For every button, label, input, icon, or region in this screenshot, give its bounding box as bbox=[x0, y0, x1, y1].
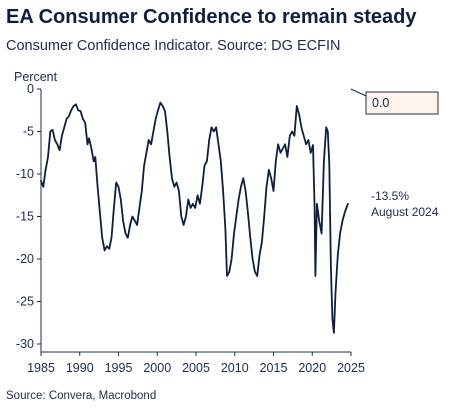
chart-title: EA Consumer Confidence to remain steady bbox=[6, 6, 417, 28]
series-layer bbox=[40, 101, 349, 334]
chart-subtitle: Consumer Confidence Indicator. Source: D… bbox=[6, 38, 341, 54]
y-tick-label: -15 bbox=[16, 210, 34, 224]
x-tick-label: 1985 bbox=[27, 361, 55, 375]
x-tick-label: 2020 bbox=[298, 361, 326, 375]
y-tick-label: -5 bbox=[23, 125, 34, 139]
value-callout: 0.0 bbox=[350, 88, 439, 115]
y-axis-label: Percent bbox=[14, 70, 58, 84]
source-note: Source: Convera, Macrobond bbox=[6, 390, 157, 402]
x-tick-label: 1990 bbox=[66, 361, 94, 375]
y-tick-label: -25 bbox=[16, 295, 34, 309]
x-tick-label: 1995 bbox=[105, 361, 133, 375]
series-line bbox=[40, 101, 349, 334]
callout-value: 0.0 bbox=[372, 96, 389, 110]
callout-leader-line bbox=[350, 88, 367, 97]
chart-axes bbox=[37, 88, 352, 356]
y-tick-label: -20 bbox=[16, 252, 34, 266]
callout-box bbox=[365, 91, 439, 115]
x-tick-label: 2005 bbox=[182, 361, 210, 375]
x-tick-label: 2010 bbox=[221, 361, 249, 375]
y-tick-label: -30 bbox=[16, 337, 34, 351]
y-tick-label: 0 bbox=[27, 82, 34, 96]
y-tick-label: -10 bbox=[16, 167, 34, 181]
x-tick-label: 2015 bbox=[260, 361, 288, 375]
x-tick-label: 2000 bbox=[143, 361, 171, 375]
end-date-label: August 2024 bbox=[371, 205, 439, 219]
tick-labels: 0 -5 -10 -15 -20 -25 -30 1985 1990 1995 2000 2005 20… bbox=[16, 82, 365, 375]
x-tick-label: 2025 bbox=[337, 361, 365, 375]
end-value-label: -13.5% bbox=[371, 189, 409, 203]
